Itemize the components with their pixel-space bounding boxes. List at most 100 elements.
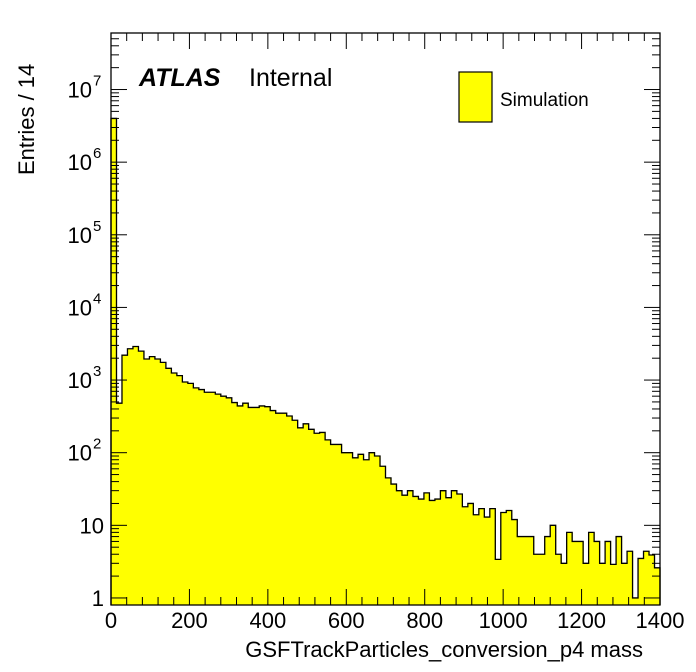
histogram-bin <box>281 413 288 605</box>
histogram-bin <box>176 375 183 605</box>
histogram-bin <box>588 532 595 605</box>
y-tick-label: 10 <box>68 441 92 466</box>
histogram-bin <box>418 499 425 605</box>
y-tick-label: 10 <box>68 223 92 248</box>
histogram-bin <box>599 563 606 605</box>
histogram-bin <box>396 490 403 605</box>
histogram-bin <box>489 508 496 605</box>
y-tick-exponent: 5 <box>93 218 101 235</box>
histogram-bin <box>341 452 348 605</box>
histogram-bin <box>544 536 551 605</box>
histogram-bin <box>198 389 205 605</box>
histogram-bin <box>456 493 463 605</box>
histogram-bin <box>336 444 343 605</box>
histogram-bin <box>621 563 628 605</box>
x-tick-label: 1200 <box>557 608 606 633</box>
histogram-bin <box>412 496 420 605</box>
histogram-bin <box>259 405 266 605</box>
x-tick-label: 0 <box>105 608 117 633</box>
histogram-bin <box>522 536 529 605</box>
histogram-bin <box>182 382 189 605</box>
histogram-bin <box>610 564 617 605</box>
histogram-bin <box>561 563 568 605</box>
histogram-bin <box>632 597 639 605</box>
histogram-bin <box>248 407 255 605</box>
histogram-bin <box>385 477 392 605</box>
histogram-bin <box>116 403 123 605</box>
histogram-bin <box>132 346 140 605</box>
histogram-bin <box>643 551 650 605</box>
histogram-bin <box>500 512 507 605</box>
histogram-bin <box>330 444 337 605</box>
histogram-bin <box>303 423 310 605</box>
histogram-bin <box>401 495 409 605</box>
histogram-bin <box>231 402 238 605</box>
y-axis-title: Entries / 14 <box>14 64 39 175</box>
y-tick-exponent: 2 <box>93 436 101 453</box>
histogram-bin <box>220 396 227 605</box>
histogram-bin <box>654 567 661 605</box>
histogram-bin <box>352 457 359 605</box>
histogram-bin <box>270 410 277 605</box>
histogram-bin <box>308 429 315 605</box>
histogram-bars <box>111 118 661 606</box>
histogram-bin <box>253 407 260 605</box>
histogram-bin <box>539 554 546 605</box>
atlas-sublabel: Internal <box>249 64 332 92</box>
y-tick-exponent: 7 <box>93 73 101 90</box>
histogram-bin <box>264 406 271 605</box>
legend-label: Simulation <box>500 90 589 111</box>
histogram-bin <box>297 427 304 605</box>
histogram-bin <box>380 466 387 605</box>
histogram-bin <box>473 514 480 605</box>
legend-swatch <box>458 71 493 123</box>
histogram-bin <box>319 432 326 605</box>
histogram-bin <box>215 394 222 605</box>
histogram-bin <box>193 387 200 605</box>
x-tick-label: 1400 <box>636 608 685 633</box>
histogram-bin <box>594 541 601 605</box>
histogram-bin <box>347 452 354 605</box>
histogram-bin <box>314 433 321 605</box>
histogram-bin <box>572 541 579 605</box>
histogram-bin <box>467 503 474 605</box>
y-tick-exponent: 3 <box>93 363 101 380</box>
histogram-bin <box>237 405 244 605</box>
x-axis-title: GSFTrackParticles_conversion_p4 mass <box>245 637 643 662</box>
histogram-bin <box>517 536 524 605</box>
histogram-bin <box>462 506 469 605</box>
y-tick-label: 10 <box>68 368 92 393</box>
histogram-bin <box>649 555 656 605</box>
histogram-bin <box>445 497 452 605</box>
histogram-bin <box>111 118 118 606</box>
histogram-bin <box>121 355 129 605</box>
histogram-bin <box>171 373 178 605</box>
histogram-bin <box>138 351 145 605</box>
histogram-bin <box>160 362 167 605</box>
histogram-bin <box>149 356 156 605</box>
y-tick-label: 10 <box>80 513 104 538</box>
histogram-bin <box>209 392 216 605</box>
histogram-bin <box>550 525 557 605</box>
histogram-bin <box>627 551 634 605</box>
histogram-outline <box>110 117 661 605</box>
histogram-bin <box>369 452 376 605</box>
histogram-bin <box>511 519 518 605</box>
histogram-bin <box>423 492 431 605</box>
histogram-bin <box>605 541 612 605</box>
histogram-bin <box>484 517 491 605</box>
histogram-bin <box>407 490 414 605</box>
histogram-bin <box>495 559 502 605</box>
x-tick-label: 600 <box>328 608 365 633</box>
histogram-bin <box>390 484 398 605</box>
atlas-label: ATLAS <box>138 64 221 92</box>
histogram-bin <box>533 554 540 605</box>
y-tick-exponent: 4 <box>93 290 101 307</box>
x-tick-label: 800 <box>406 608 443 633</box>
axis-ticks <box>110 32 661 605</box>
histogram-bin <box>616 536 623 605</box>
histogram-bin <box>451 490 458 605</box>
histogram-bin <box>478 508 485 605</box>
